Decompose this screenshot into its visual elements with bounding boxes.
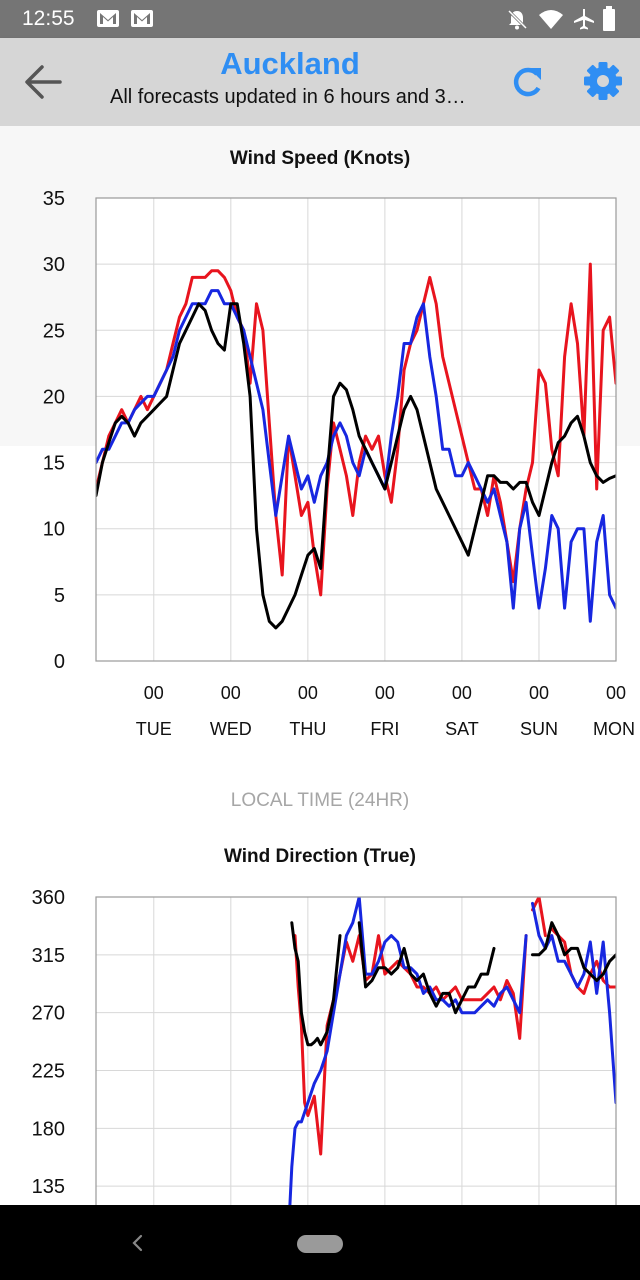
series-line-black — [290, 921, 616, 1047]
local-time-label: LOCAL TIME (24HR) — [230, 790, 410, 811]
x-tick-hour-label: 00 — [529, 683, 549, 703]
x-tick-day-label: MON — [593, 719, 635, 739]
y-tick-label: 270 — [32, 1003, 65, 1025]
gmail-icon — [97, 10, 119, 27]
x-tick-day-label: WED — [210, 719, 252, 739]
y-tick-label: 10 — [43, 519, 65, 541]
x-tick-day-label: SAT — [445, 719, 479, 739]
y-tick-label: 360 — [32, 887, 65, 909]
back-arrow-icon[interactable] — [22, 62, 64, 102]
plot-area — [96, 198, 616, 661]
y-tick-label: 180 — [32, 1118, 65, 1140]
x-tick-day-label: FRI — [370, 719, 399, 739]
forecast-update-subtitle: All forecasts updated in 6 hours and 30 … — [110, 86, 470, 108]
battery-icon — [603, 6, 615, 31]
settings-gear-icon[interactable] — [582, 60, 624, 102]
y-tick-label: 135 — [32, 1176, 65, 1198]
y-tick-label: 225 — [32, 1061, 65, 1083]
x-tick-day-label: TUE — [136, 719, 172, 739]
plot-frame — [95, 896, 617, 1205]
wind-speed-chart: Wind Speed (Knots) 0 5 10 15 20 25 30 35 00 TUE 00 W… — [43, 148, 635, 739]
series-line-red — [96, 262, 616, 597]
y-tick-label: 0 — [54, 651, 65, 673]
wind-direction-chart: Wind Direction (True) 135 180 225 270 315 360 — [32, 846, 617, 1205]
x-tick-hour-label: 00 — [298, 683, 318, 703]
nav-home-pill[interactable] — [297, 1235, 343, 1253]
x-tick-hour-label: 00 — [375, 683, 395, 703]
series-line-blue — [96, 289, 616, 623]
system-nav-bar — [0, 1205, 640, 1280]
chart-title: Wind Speed (Knots) — [230, 148, 410, 169]
chart-title: Wind Direction (True) — [224, 846, 416, 867]
y-tick-label: 35 — [43, 188, 65, 210]
x-tick-day-label: THU — [289, 719, 326, 739]
y-tick-label: 315 — [32, 945, 65, 967]
x-tick-day-label: SUN — [520, 719, 558, 739]
y-tick-label: 20 — [43, 386, 65, 408]
app-bar: Auckland All forecasts updated in 6 hour… — [0, 38, 640, 126]
airplane-mode-icon — [574, 9, 594, 30]
gmail-icon — [131, 10, 153, 27]
page-title: Auckland — [220, 46, 360, 81]
refresh-icon[interactable] — [510, 64, 546, 100]
notifications-off-icon — [507, 9, 528, 30]
plot-frame — [95, 197, 617, 662]
status-bar: 12:55 — [0, 0, 640, 38]
x-tick-hour-label: 00 — [221, 683, 241, 703]
x-tick-hour-label: 00 — [144, 683, 164, 703]
x-tick-hour-label: 00 — [606, 683, 626, 703]
y-tick-label: 5 — [54, 585, 65, 607]
y-tick-label: 30 — [43, 254, 65, 276]
x-tick-hour-label: 00 — [452, 683, 472, 703]
y-tick-label: 25 — [43, 320, 65, 342]
wifi-icon — [539, 10, 563, 29]
y-tick-label: 15 — [43, 453, 65, 475]
status-time: 12:55 — [22, 7, 75, 30]
nav-back-icon[interactable] — [126, 1231, 150, 1255]
series-line-black — [96, 302, 616, 630]
